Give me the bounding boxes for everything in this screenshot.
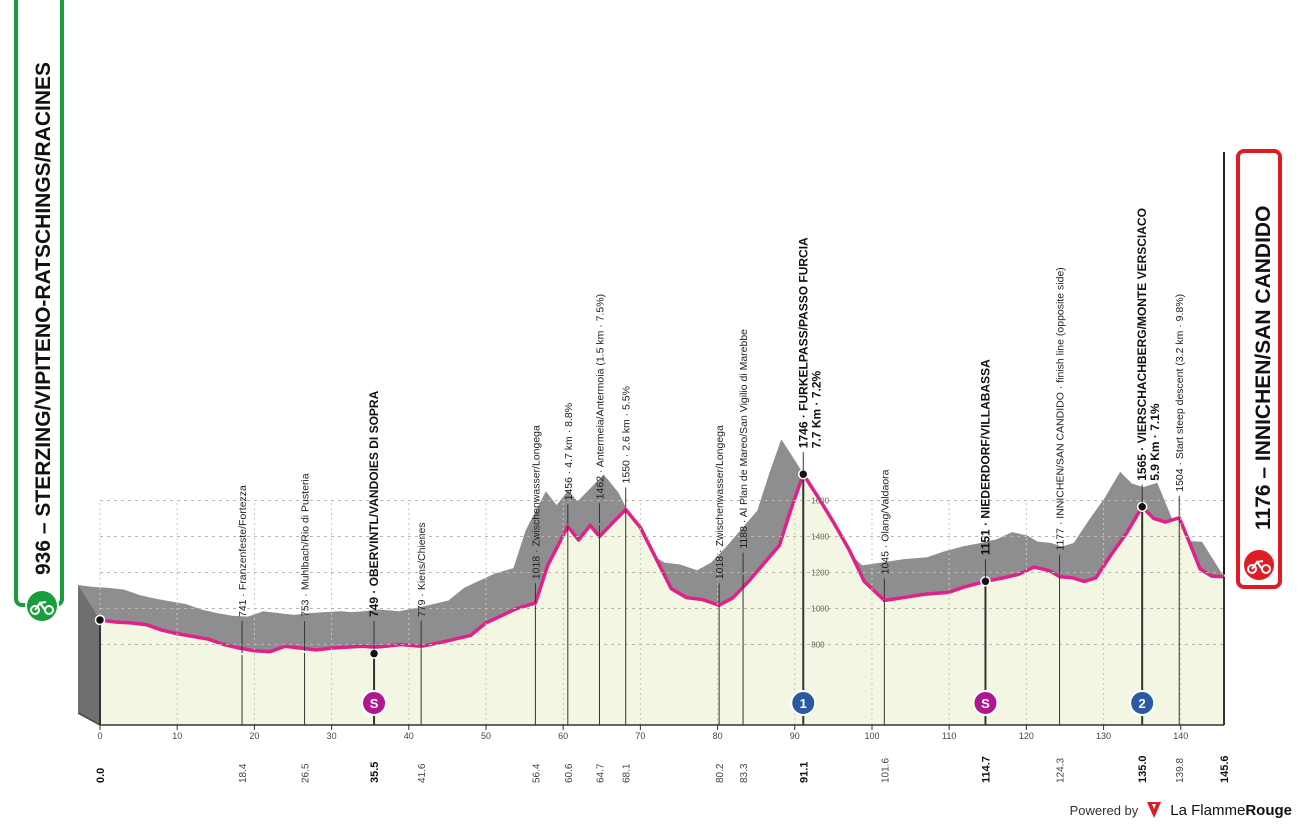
sprint-badge-icon	[361, 690, 388, 716]
profile-left-face	[78, 585, 100, 725]
start-label: 936 – STERZING/VIPITENO-RATSCHINGS/RACIN…	[32, 62, 55, 575]
alt-tick-label: 1200	[811, 568, 829, 577]
marker-km-label: 91.1	[798, 762, 810, 783]
marker-km-label: 135.0	[1137, 755, 1149, 783]
badge-text: S	[370, 696, 379, 711]
climb-badge-icon	[790, 690, 817, 716]
start-badge: 936 – STERZING/VIPITENO-RATSCHINGS/RACIN…	[14, 0, 64, 623]
marker-km-label: 35.5	[369, 762, 381, 783]
altitude-gridlines: 800 1000 1200 1400 1600	[99, 496, 1224, 725]
flame-logo-icon	[1147, 802, 1162, 818]
powered-by: Powered by La FlammeRouge	[1070, 801, 1292, 819]
km-tick-label: 10	[172, 731, 182, 741]
km-tick-label: 20	[249, 731, 259, 741]
marker-label: 741 · Franzenfeste/Fortezza	[237, 485, 249, 617]
marker-label: 1018 · Zwischenwasser/Longega	[714, 425, 726, 579]
powered-by-text: Powered by	[1069, 802, 1139, 818]
marker-label: 1462 · Antermeia/Antermoia (1.5 km · 7.5…	[594, 294, 606, 499]
badge-text: 2	[1139, 696, 1146, 711]
marker-label: 1177 · INNICHEN/SAN CANDIDO · finish lin…	[1055, 267, 1067, 550]
km-tick-label: 0	[97, 731, 102, 741]
marker-km-label: 26.5	[301, 763, 312, 783]
badge-text: S	[981, 696, 990, 711]
alt-tick-label: 800	[811, 640, 825, 649]
marker-label: 1045 · Olang/Valdaora	[879, 469, 891, 574]
sprint-badge-icon	[972, 690, 999, 716]
km-tick-label: 130	[1096, 731, 1111, 741]
km-tick-label: 90	[790, 731, 800, 741]
marker-label: 1746 · FURKELPASS/PASSO FURCIA	[796, 237, 810, 448]
marker-km-label: 56.4	[531, 763, 542, 783]
km-tick-label: 80	[713, 731, 723, 741]
marker-km-label: 145.6	[1219, 755, 1231, 783]
marker-km-label: 0.0	[95, 768, 107, 783]
km-tick-label: 60	[558, 731, 568, 741]
marker-km-label: 41.6	[417, 763, 428, 783]
marker-sublabel: 5.9 Km · 7.1%	[1148, 403, 1162, 481]
alt-tick-label: 1400	[811, 532, 829, 541]
profile-markers: 741 · Franzenfeste/Fortezza 753 · Muhlbac…	[94, 208, 1225, 725]
km-tick-label: 100	[864, 731, 879, 741]
km-axis: 0 10 20 30 40 50 60 70 80 90 100 110 120 130 140 0.0 18.…	[95, 724, 1231, 783]
profile-base-layer	[77, 152, 1225, 726]
marker-label: 749 · OBERVINTL/VANDOIES DI SOPRA	[367, 390, 381, 617]
marker-label: 1188 · Al Plan de Mareo/San Vigilio di M…	[738, 329, 750, 549]
start-dot	[94, 614, 106, 626]
marker-label: 1504 · Start steep descent (3.2 km · 9.8…	[1174, 294, 1186, 492]
marker-label: 1456 · 4.7 km · 8.8%	[563, 403, 575, 500]
marker-label: 1565 · VIERSCHACHBERG/MONTE VERSCIACO	[1135, 208, 1149, 481]
marker-sublabel: 7.7 Km · 7.2%	[809, 371, 823, 449]
climb-badge-icon	[1129, 690, 1156, 716]
brand-name: La FlammeRouge	[1170, 802, 1292, 819]
km-tick-label: 110	[942, 731, 956, 741]
marker-label: 1151 · NIEDERDORF/VILLABASSA	[978, 359, 992, 555]
marker-label: 779 · Kiens/Chienes	[416, 522, 428, 617]
brand-suffix: Rouge	[1245, 801, 1292, 819]
alt-tick-label: 1600	[811, 496, 829, 505]
km-tick-label: 140	[1173, 731, 1188, 741]
marker-label: 1550 · 2.6 km · 5.5%	[621, 386, 633, 483]
base-edge	[77, 712, 101, 726]
finish-label: 1176 – INNICHEN/SAN CANDIDO	[1252, 206, 1275, 530]
km-tick-label: 40	[404, 731, 414, 741]
km-tick-label: 50	[481, 731, 491, 741]
marker-km-label: 83.3	[739, 763, 750, 783]
finish-badge: 1176 – INNICHEN/SAN CANDIDO	[1236, 149, 1282, 589]
marker-km-label: 60.6	[564, 763, 575, 783]
route-line	[99, 472, 1225, 654]
bike-icon	[1247, 560, 1271, 574]
badge-text: 1	[800, 696, 807, 711]
marker-km-label: 18.4	[238, 763, 249, 783]
km-tick-label: 30	[327, 731, 337, 741]
alt-tick-label: 1000	[811, 604, 829, 613]
marker-km-label: 139.8	[1175, 758, 1186, 783]
marker-km-label: 101.6	[880, 758, 891, 783]
profile-area	[100, 474, 1224, 725]
marker-km-label: 68.1	[622, 763, 633, 783]
marker-label: 753 · Muhlbach/Rio di Pusteria	[300, 473, 312, 617]
brand-prefix: La Flamme	[1170, 801, 1246, 819]
marker-km-label: 114.7	[980, 756, 992, 783]
marker-label: 1018 · Zwischenwasser/Longega	[530, 425, 542, 579]
marker-km-label: 80.2	[715, 763, 726, 783]
bike-icon	[30, 601, 54, 615]
km-tick-label: 70	[635, 731, 645, 741]
marker-km-label: 64.7	[595, 763, 606, 783]
km-tick-label: 120	[1019, 731, 1034, 741]
marker-km-label: 124.3	[1056, 758, 1067, 783]
